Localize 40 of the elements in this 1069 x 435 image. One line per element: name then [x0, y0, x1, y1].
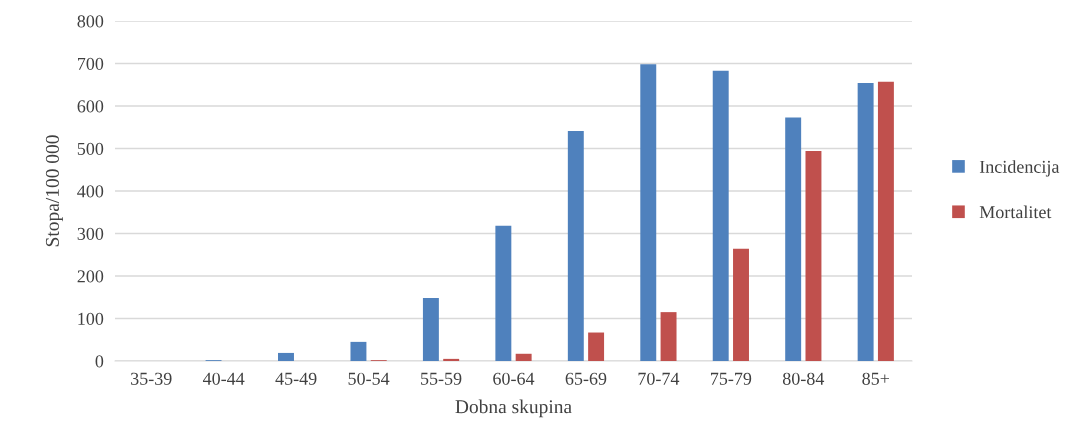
bar	[278, 352, 294, 361]
y-axis-title: Stopa/100 000	[45, 135, 63, 247]
y-tick-label: 0	[95, 355, 104, 368]
bar	[857, 83, 874, 361]
bar	[660, 312, 677, 361]
bar	[733, 248, 749, 361]
y-tick-label: 700	[78, 57, 104, 70]
bar	[422, 298, 439, 361]
bar	[567, 131, 584, 361]
bar	[805, 151, 822, 361]
bar	[515, 353, 532, 361]
bar	[640, 64, 657, 361]
x-tick-label: 40-44	[202, 372, 245, 385]
x-tick-label: 65-69	[565, 372, 607, 385]
y-tick-label: 400	[77, 185, 104, 198]
x-tick-label: 75-79	[710, 372, 752, 385]
bar	[495, 225, 512, 361]
legend-label: Mortalitet	[979, 205, 1052, 219]
x-tick-label: 50-54	[348, 372, 390, 385]
x-axis-title: Dobna skupina	[455, 399, 572, 418]
x-tick-label: 85+	[862, 372, 890, 385]
y-tick-label: 100	[78, 312, 104, 325]
x-tick-label: 60-64	[493, 372, 535, 385]
x-tick-label: 70-74	[638, 372, 680, 385]
y-tick-label: 500	[77, 142, 104, 155]
legend-label: Incidencija	[979, 160, 1060, 177]
x-tick-label: 35-39	[131, 372, 172, 385]
bar	[785, 117, 802, 361]
y-tick-label: 300	[77, 227, 104, 240]
x-tick-label: 45-49	[275, 372, 317, 385]
bar	[588, 332, 605, 361]
bar	[877, 81, 894, 361]
x-tick-label: 80-84	[782, 372, 825, 385]
y-tick-label: 600	[77, 100, 104, 113]
bar	[712, 70, 729, 361]
y-tick-label: 200	[77, 270, 104, 283]
bar	[350, 341, 367, 361]
x-tick-label: 55-59	[421, 372, 462, 385]
y-tick-label: 800	[77, 15, 104, 28]
bar	[443, 358, 460, 361]
